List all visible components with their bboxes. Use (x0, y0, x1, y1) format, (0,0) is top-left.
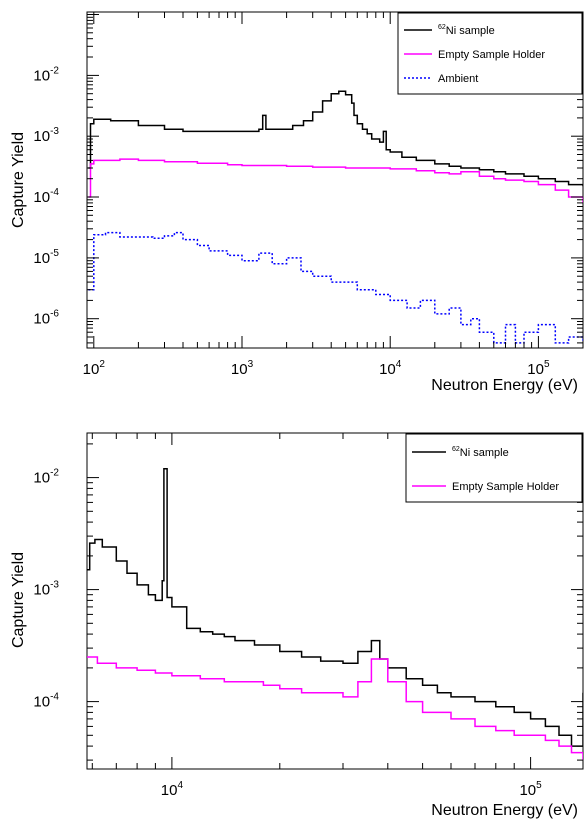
top-legend: 62Ni sample Empty Sample Holder Ambient (397, 12, 583, 95)
top-legend-label: 62Ni sample (438, 24, 495, 37)
bottom-x-axis-title: Neutron Energy (eV) (431, 802, 578, 819)
bottom-x-tick-label: 105 (519, 780, 542, 799)
top-y-tick-label: 10-4 (33, 187, 59, 206)
bottom-y-axis-title: Capture Yield (10, 552, 27, 648)
bottom-y-tick-label: 10-3 (33, 580, 59, 599)
top-x-tick-label: 105 (527, 359, 550, 378)
top-legend-label: Empty Sample Holder (438, 49, 545, 61)
top-legend-label: Ambient (438, 73, 478, 85)
bottom-y-tick-label: 10-2 (33, 468, 59, 487)
top-x-tick-label: 103 (231, 359, 254, 378)
bottom-legend-frame (405, 433, 583, 503)
bottom-y-tick-label: 10-4 (33, 692, 59, 711)
top-y-tick-label: 10-2 (33, 65, 59, 84)
bottom-legend-label: Empty Sample Holder (452, 481, 559, 493)
bottom-x-tick-label: 104 (161, 780, 184, 799)
top-y-tick-label: 10-6 (33, 309, 59, 328)
bottom-legend-label: 62Ni sample (452, 446, 509, 459)
top-axis-ticks: 102 103 104 105 10-6 10-5 10-4 10-3 10-2 (33, 12, 584, 378)
top-x-axis-title: Neutron Energy (eV) (431, 377, 578, 394)
top-series-empty-sample-holder (88, 158, 583, 203)
top-x-tick-label: 104 (379, 359, 402, 378)
top-series-layer (88, 90, 583, 344)
top-y-tick-label: 10-3 (33, 126, 59, 145)
bottom-series-layer (87, 467, 583, 761)
top-series-ni-sample (88, 90, 583, 187)
bottom-legend: 62Ni sample Empty Sample Holder (405, 433, 583, 503)
bottom-panel: 104 105 10-4 10-3 10-2 Capture Yield Neutron… (10, 432, 584, 819)
bottom-series-ni-sample (87, 467, 583, 747)
top-panel: 102 103 104 105 10-6 10-5 10-4 10-3 10-2 Capture… (10, 11, 584, 394)
top-y-tick-label: 10-5 (33, 248, 59, 267)
top-x-tick-label: 102 (83, 359, 106, 378)
top-y-axis-title: Capture Yield (10, 132, 27, 228)
bottom-series-empty-sample-holder (87, 656, 583, 761)
